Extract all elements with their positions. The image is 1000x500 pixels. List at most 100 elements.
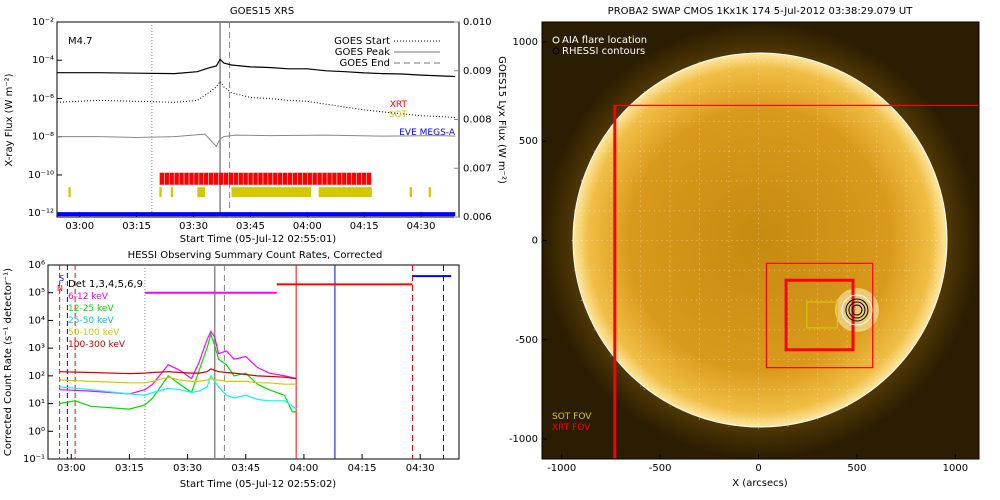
sot-coverage-bar: [159, 187, 162, 198]
hessi-xtick-label: 04:30: [406, 463, 435, 474]
goes-title: GOES15 XRS: [230, 6, 294, 17]
goes-y2tick-label: 0.006: [463, 212, 492, 223]
swap-legend: AIA flare location RHESSI contours: [552, 35, 647, 57]
hessi-ytick-label: 10⁵: [28, 288, 45, 299]
sot-coverage-bar: [428, 187, 431, 198]
swap-xtick-label: -1000: [547, 463, 576, 474]
goes-xtick-label: 04:15: [350, 221, 379, 232]
flare-class-label: M4.7: [68, 36, 93, 47]
hessi-xlabel: Start Time (05-Jul-12 02:55:02): [180, 479, 337, 490]
swap-panel: PROBA2 SWAP CMOS 1Kx1K 174 5-Jul-2012 03…: [509, 6, 980, 489]
goes-y2tick-label: 0.008: [463, 115, 492, 126]
rhessi-contour: [845, 298, 869, 322]
swap-ytick-label: 500: [519, 136, 538, 147]
legend-goes-start: GOES Start: [334, 36, 390, 47]
hessi-panel: HESSI Observing Summary Count Rates, Cor…: [3, 250, 460, 490]
swap-title: PROBA2 SWAP CMOS 1Kx1K 174 5-Jul-2012 03…: [608, 6, 914, 17]
legend-rhessi-contours: RHESSI contours: [562, 46, 645, 57]
goes-ylabel: X-ray Flux (W m⁻²): [4, 73, 15, 166]
legend-25-50kev: 25-50 keV: [68, 316, 114, 326]
goes-y2tick-label: 0.010: [463, 17, 492, 28]
swap-xlabel: X (arcsecs): [732, 478, 788, 489]
hessi-legend: Det 1,3,4,5,6,9 6-12 keV 12-25 keV 25-50…: [68, 279, 143, 350]
hessi-xtick-label: 03:00: [57, 463, 86, 474]
hessi-ylabel: Corrected Count Rate (s⁻¹ detector⁻¹): [3, 268, 14, 456]
instrument-label-eve: EVE MEGS-A: [399, 128, 456, 138]
legend-100-300kev: 100-300 keV: [68, 340, 126, 350]
goes-xlabel: Start Time (05-Jul-12 02:55:01): [180, 234, 337, 245]
goes-long-channel-line: [57, 58, 456, 78]
sot-coverage-bar: [409, 187, 412, 198]
hessi-series-6-12-kev: [59, 330, 297, 395]
goes-ytick-label: 10⁻¹²: [28, 208, 54, 219]
hessi-ytick-label: 10⁶: [28, 260, 45, 271]
hessi-xtick-label: 04:00: [289, 463, 318, 474]
instrument-label-sot: SOT: [389, 110, 408, 120]
active-region-glow: [834, 288, 879, 333]
xrt-coverage-bar: [159, 172, 372, 185]
swap-ytick-label: 0: [532, 236, 538, 247]
goes-xtick-label: 03:45: [236, 221, 265, 232]
legend-6-12kev: 6-12 keV: [68, 292, 109, 302]
goes-xtick-label: 04:00: [293, 221, 322, 232]
goes-ytick-label: 10⁻⁴: [32, 55, 54, 66]
hessi-ytick-label: 10⁴: [28, 315, 45, 326]
rhessi-contour: [848, 301, 866, 319]
sot-coverage-bar: [197, 187, 205, 198]
sot-coverage-bar: [318, 187, 372, 198]
fov-label-xrt: XRT FOV: [552, 423, 591, 433]
hessi-title: HESSI Observing Summary Count Rates, Cor…: [128, 250, 383, 261]
hessi-series-100-300-kev: [59, 368, 297, 380]
solar-limb: [572, 52, 948, 428]
swap-xtick-label: 500: [847, 463, 866, 474]
goes-xtick-label: 03:30: [179, 221, 208, 232]
hessi-xtick-label: 03:30: [173, 463, 202, 474]
legend-50-100kev: 50-100 keV: [68, 328, 120, 338]
hessi-ytick-label: 10³: [28, 343, 45, 354]
goes-xtick-label: 04:30: [407, 221, 436, 232]
hessi-xtick-label: 03:15: [115, 463, 144, 474]
goes-legend: GOES Start GOES Peak GOES End: [334, 36, 440, 69]
goes-ytick-label: 10⁻⁸: [32, 132, 54, 143]
goes-y2tick-label: 0.009: [463, 66, 492, 77]
goes-y2tick-label: 0.007: [463, 163, 492, 174]
solar-disk: [573, 53, 947, 427]
goes-ytick-label: 10⁻⁶: [32, 93, 54, 104]
goes-short-channel-line: [56, 80, 456, 119]
rhessi-contour: [851, 304, 863, 316]
hessi-plot-frame: [47, 264, 460, 460]
sot-coverage-bar: [68, 187, 71, 198]
hessi-series-12-25-kev: [59, 332, 297, 413]
goes-xtick-label: 03:15: [122, 221, 151, 232]
hessi-series-25-50-kev: [59, 374, 297, 410]
swap-xtick-label: 0: [755, 463, 761, 474]
xrt-fov-inner: [784, 278, 855, 352]
legend-aia-marker: [552, 36, 560, 44]
hessi-ytick-label: 10¹: [28, 399, 45, 410]
sot-fov: [806, 301, 838, 329]
goes-ylabel-right: GOES15 Lyx Flux (W m⁻²): [496, 56, 507, 184]
legend-detectors: Det 1,3,4,5,6,9: [68, 279, 143, 290]
xrt-fov-outer: [765, 262, 874, 369]
hessi-xtick-label: 04:15: [348, 463, 377, 474]
hessi-ytick-label: 10²: [28, 371, 45, 382]
swap-ytick-label: 1000: [513, 37, 538, 48]
goes-ytick-label: 10⁻¹⁰: [28, 170, 54, 181]
legend-aia-flare-location: AIA flare location: [562, 35, 647, 46]
instrument-label-xrt: XRT: [390, 100, 408, 110]
swap-ytick-label: -1000: [509, 434, 538, 445]
legend-12-25kev: 12-25 keV: [68, 304, 114, 314]
hessi-series-50-100-kev: [59, 376, 297, 385]
swap-xtick-label: 1000: [943, 463, 968, 474]
hessi-ytick-label: 10⁰: [28, 426, 45, 437]
goes-panel: GOES15 XRS 03:00 03:15 03:30 03:45 04:00 04:1…: [4, 6, 507, 245]
flag-n-label: N: [57, 284, 63, 293]
goes-ytick-label: 10⁻²: [32, 17, 54, 28]
aia-flare-location-marker: [841, 294, 873, 326]
eve-coverage-bar: [57, 212, 456, 217]
sot-coverage-bar: [231, 187, 312, 198]
swap-xtick-label: -500: [649, 463, 672, 474]
legend-goes-peak: GOES Peak: [335, 47, 390, 58]
flag-s-label: S: [59, 274, 64, 283]
